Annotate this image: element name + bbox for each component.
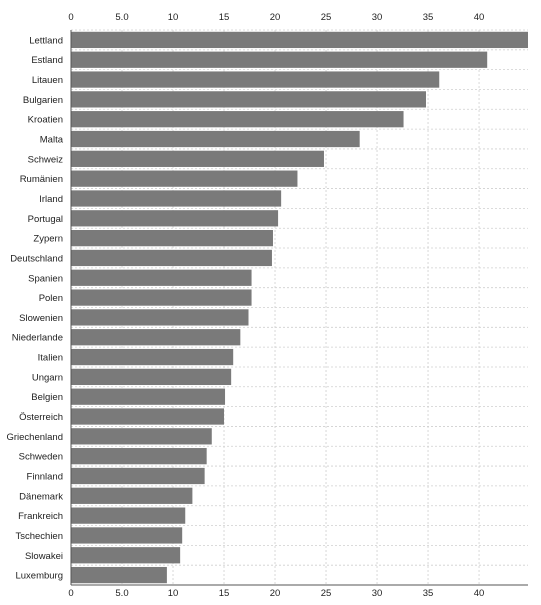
category-label-9: Portugal [28, 214, 63, 225]
bar-2 [71, 71, 440, 88]
x-tick-label-bottom-8: 40 [474, 588, 485, 599]
category-label-3: Bulgarien [23, 95, 63, 106]
x-tick-label-bottom-0: 0 [68, 588, 73, 599]
x-tick-label-bottom-4: 20 [270, 588, 281, 599]
bar-17 [71, 368, 232, 386]
category-label-2: Litauen [32, 75, 63, 86]
x-tick-label-bottom-2: 10 [168, 588, 179, 599]
x-tick-label-top-1: 5.0 [115, 12, 128, 23]
category-label-7: Rumänien [20, 174, 63, 185]
bar-19 [71, 408, 225, 425]
x-tick-label-top-2: 10 [168, 12, 179, 23]
axis-layer: 0 0 5.0 5.0 10 10 15 15 20 20 25 25 30 30 35 35 40 40 [68, 12, 528, 599]
category-label-27: Luxemburg [15, 571, 63, 582]
category-label-1: Estland [31, 55, 63, 66]
grid-layer [70, 29, 528, 586]
category-label-22: Finnland [27, 471, 63, 482]
category-label-10: Zypern [33, 234, 63, 245]
bar-8 [71, 190, 282, 207]
bar-0 [71, 31, 528, 49]
bar-26 [71, 547, 181, 564]
category-label-0: Lettland [29, 35, 63, 46]
category-label-5: Malta [40, 135, 64, 146]
x-tick-label-top-5: 25 [321, 12, 332, 23]
category-label-21: Schweden [19, 452, 63, 463]
x-tick-label-top-7: 35 [423, 12, 434, 23]
bar-4 [71, 111, 404, 128]
bar-10 [71, 229, 273, 247]
bar-24 [71, 507, 186, 524]
bar-7 [71, 170, 298, 187]
bar-25 [71, 527, 183, 544]
bar-20 [71, 428, 212, 445]
x-tick-label-bottom-6: 30 [372, 588, 383, 599]
x-tick-label-bottom-7: 35 [423, 588, 434, 599]
label-layer: Lettland Estland Litauen Bulgarien Kroatien M… [6, 35, 63, 581]
category-label-26: Slowakei [25, 551, 63, 562]
category-label-19: Österreich [19, 412, 63, 423]
bar-13 [71, 289, 252, 306]
category-label-24: Frankreich [18, 511, 63, 522]
bar-6 [71, 150, 324, 167]
bar-22 [71, 467, 205, 485]
x-tick-label-top-3: 15 [219, 12, 230, 23]
category-label-23: Dänemark [19, 491, 63, 502]
bar-11 [71, 249, 272, 267]
x-tick-label-top-6: 30 [372, 12, 383, 23]
category-label-8: Irland [39, 194, 63, 205]
bar-1 [71, 51, 488, 68]
bar-27 [71, 566, 167, 584]
category-label-6: Schweiz [28, 154, 64, 165]
bar-16 [71, 348, 234, 366]
category-label-25: Tschechien [15, 531, 63, 542]
category-label-16: Italien [38, 353, 63, 364]
category-label-13: Polen [39, 293, 63, 304]
category-label-12: Spanien [28, 273, 63, 284]
category-label-17: Ungarn [32, 372, 63, 383]
x-tick-label-bottom-1: 5.0 [115, 588, 128, 599]
bar-layer [71, 31, 528, 584]
bar-12 [71, 269, 252, 286]
x-tick-label-bottom-3: 15 [219, 588, 230, 599]
bar-5 [71, 130, 360, 148]
x-tick-label-top-4: 20 [270, 12, 281, 23]
category-label-15: Niederlande [12, 333, 63, 344]
bar-15 [71, 329, 241, 346]
category-label-20: Griechenland [6, 432, 63, 443]
category-label-18: Belgien [31, 392, 63, 403]
category-label-11: Deutschland [10, 253, 63, 264]
category-label-4: Kroatien [28, 115, 63, 126]
bar-3 [71, 91, 426, 108]
x-tick-label-bottom-5: 25 [321, 588, 332, 599]
x-tick-label-top-8: 40 [474, 12, 485, 23]
bar-14 [71, 309, 249, 326]
category-label-14: Slowenien [19, 313, 63, 324]
bar-23 [71, 487, 193, 504]
bar-9 [71, 210, 279, 227]
x-tick-label-top-0: 0 [68, 12, 73, 23]
bar-18 [71, 388, 226, 405]
bar-21 [71, 448, 207, 465]
